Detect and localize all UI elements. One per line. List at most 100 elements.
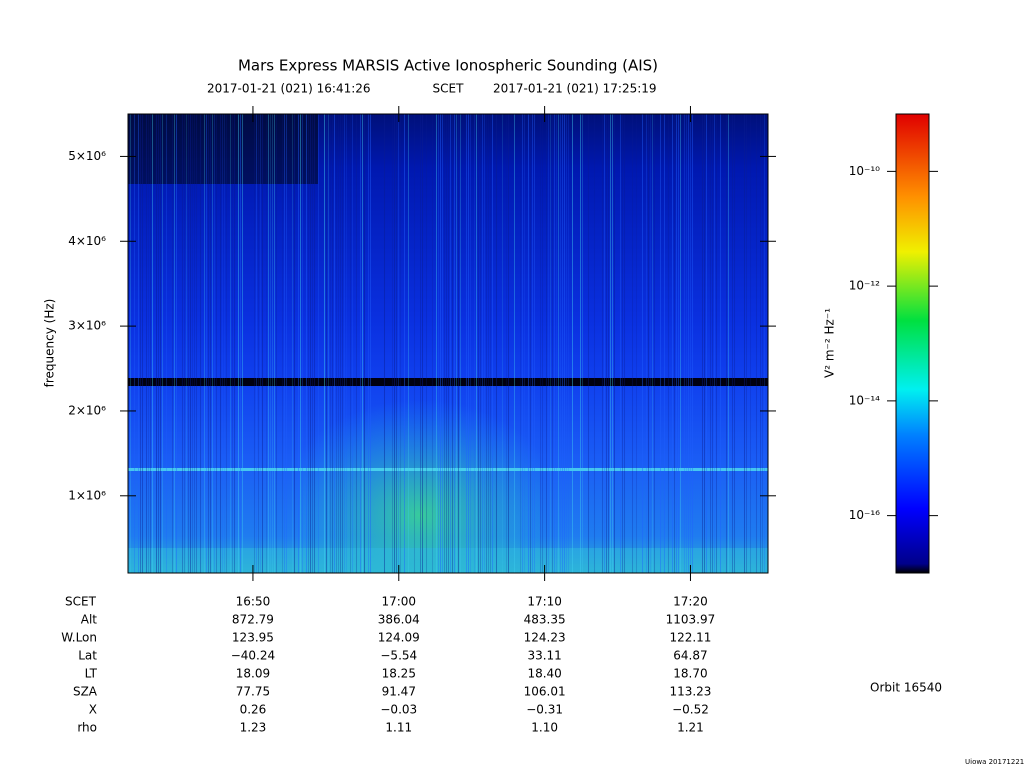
texture-stripe xyxy=(546,114,547,573)
texture-stripe xyxy=(338,114,339,573)
texture-stripe xyxy=(362,114,363,573)
texture-stripe xyxy=(732,114,733,573)
texture-stripe xyxy=(580,114,581,573)
texture-stripe xyxy=(146,114,147,573)
texture-stripe xyxy=(432,114,433,573)
orbit-label: Orbit 16540 xyxy=(870,681,942,695)
texture-stripe xyxy=(588,114,589,573)
texture-stripe xyxy=(328,114,329,573)
texture-stripe xyxy=(326,114,327,573)
texture-stripe xyxy=(310,114,311,573)
ephemeris-value: 123.95 xyxy=(232,631,274,645)
texture-stripe xyxy=(646,114,647,573)
texture-stripe xyxy=(632,114,633,573)
texture-stripe xyxy=(438,114,439,573)
texture-stripe xyxy=(242,114,243,573)
texture-stripe xyxy=(152,114,153,573)
texture-stripe xyxy=(400,114,401,573)
texture-stripe xyxy=(562,114,563,573)
texture-stripe xyxy=(554,114,555,573)
texture-stripe xyxy=(602,114,603,573)
texture-stripe xyxy=(734,114,735,573)
chart-title: Mars Express MARSIS Active Ionospheric S… xyxy=(238,57,658,75)
texture-stripe xyxy=(138,114,139,573)
ephemeris-value: 0.26 xyxy=(240,703,267,717)
texture-stripe xyxy=(134,114,135,573)
texture-stripe xyxy=(474,114,475,573)
texture-stripe xyxy=(714,114,715,573)
spectrogram-bright-region xyxy=(300,380,540,573)
texture-stripe xyxy=(240,114,241,573)
texture-stripe xyxy=(150,114,151,573)
texture-stripe xyxy=(334,114,335,573)
ephemeris-value: −40.24 xyxy=(231,649,275,663)
credit: Uiowa 20171221 xyxy=(965,758,1024,766)
texture-stripe xyxy=(360,114,361,573)
ephemeris-value: 1.23 xyxy=(240,721,267,735)
ephemeris-value: 124.23 xyxy=(524,631,566,645)
texture-stripe xyxy=(274,114,275,573)
spectrogram-bright-line xyxy=(128,468,768,471)
texture-stripe xyxy=(764,114,765,573)
texture-stripe xyxy=(160,114,161,573)
texture-stripe xyxy=(276,114,277,573)
texture-stripe xyxy=(716,114,717,573)
texture-stripe xyxy=(564,114,565,573)
texture-stripe xyxy=(522,114,523,573)
texture-stripe xyxy=(648,114,649,573)
texture-stripe xyxy=(332,114,333,573)
texture-stripe xyxy=(260,114,261,573)
texture-stripe xyxy=(214,114,215,573)
texture-stripe xyxy=(292,114,293,573)
ephemeris-value: 1103.97 xyxy=(666,613,716,627)
texture-stripe xyxy=(284,114,285,573)
ephemeris-value: −0.52 xyxy=(672,703,709,717)
ephemeris-value: 18.70 xyxy=(673,667,707,681)
x-tick-label: 17:20 xyxy=(673,595,708,609)
texture-stripe xyxy=(484,114,485,573)
colorbar-tick-label: 10⁻¹² xyxy=(849,279,880,293)
ephemeris-value: 106.01 xyxy=(524,685,566,699)
texture-stripe xyxy=(324,114,325,573)
texture-stripe xyxy=(148,114,149,573)
texture-stripe xyxy=(684,114,685,573)
texture-stripe xyxy=(176,114,177,573)
texture-stripe xyxy=(268,114,269,573)
ephemeris-value: 18.25 xyxy=(382,667,416,681)
ephemeris-value: 77.75 xyxy=(236,685,270,699)
texture-stripe xyxy=(620,114,621,573)
texture-stripe xyxy=(466,114,467,573)
texture-stripe xyxy=(436,114,437,573)
ephemeris-value: 18.40 xyxy=(527,667,561,681)
texture-stripe xyxy=(452,114,453,573)
texture-stripe xyxy=(650,114,651,573)
texture-stripe xyxy=(266,114,267,573)
texture-stripe xyxy=(468,114,469,573)
texture-stripe xyxy=(560,114,561,573)
ephemeris-label: X xyxy=(89,703,97,717)
texture-stripe xyxy=(204,114,205,573)
texture-stripe xyxy=(486,114,487,573)
texture-stripe xyxy=(482,114,483,573)
texture-stripe xyxy=(508,114,509,573)
texture-stripe xyxy=(270,114,271,573)
texture-stripe xyxy=(744,114,745,573)
texture-stripe xyxy=(746,114,747,573)
texture-stripe xyxy=(760,114,761,573)
texture-stripe xyxy=(624,114,625,573)
colorbar-tick-label: 10⁻¹⁴ xyxy=(849,393,880,407)
texture-stripe xyxy=(212,114,213,573)
ephemeris-value: 872.79 xyxy=(232,613,274,627)
texture-stripe xyxy=(762,114,763,573)
colorbar-label: V² m⁻² Hz⁻¹ xyxy=(823,308,837,378)
texture-stripe xyxy=(604,114,605,573)
ephemeris-label: rho xyxy=(77,721,97,735)
texture-stripe xyxy=(300,114,301,573)
texture-stripe xyxy=(238,114,239,573)
texture-stripe xyxy=(506,114,507,573)
texture-stripe xyxy=(720,114,721,573)
ephemeris-value: 122.11 xyxy=(669,631,711,645)
texture-stripe xyxy=(370,114,371,573)
texture-stripe xyxy=(342,114,343,573)
